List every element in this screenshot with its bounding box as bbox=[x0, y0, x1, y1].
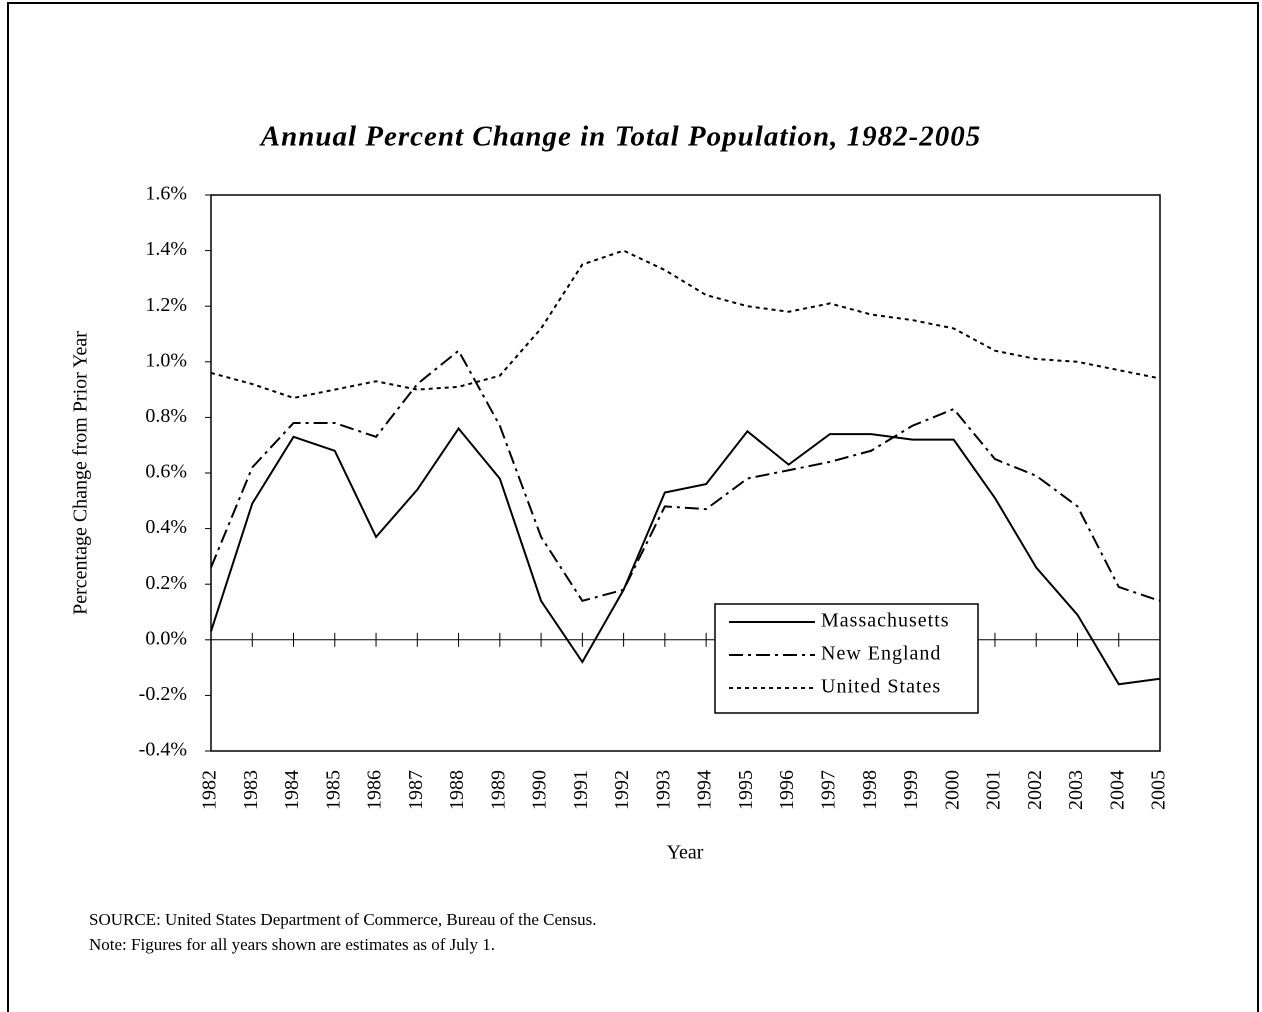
legend-label: United States bbox=[821, 676, 941, 698]
x-tick-label: 2001 bbox=[983, 770, 1005, 810]
y-tick-label: 1.4% bbox=[145, 238, 187, 260]
y-axis-label: Percentage Change from Prior Year bbox=[70, 331, 92, 615]
x-tick-label: 2002 bbox=[1024, 770, 1046, 810]
frame bbox=[7, 2, 1259, 1012]
x-tick-label: 2005 bbox=[1148, 770, 1170, 810]
chart-title: Annual Percent Change in Total Populatio… bbox=[259, 121, 981, 153]
y-tick-label: 0.4% bbox=[145, 516, 187, 538]
x-tick-label: 1991 bbox=[570, 770, 592, 810]
legend-label: Massachusetts bbox=[821, 610, 950, 632]
x-tick-label: 2000 bbox=[941, 770, 963, 810]
y-tick-label: 0.2% bbox=[145, 572, 187, 594]
series-line bbox=[210, 349, 1161, 603]
x-tick-label: 1986 bbox=[364, 770, 386, 810]
x-tick-label: 1994 bbox=[694, 770, 716, 810]
x-tick-label: 1984 bbox=[281, 770, 303, 810]
x-tick-label: 2004 bbox=[1106, 770, 1128, 810]
series-line bbox=[210, 249, 1161, 399]
y-tick-label: -0.4% bbox=[139, 739, 187, 761]
source-note: SOURCE: United States Department of Comm… bbox=[89, 910, 597, 929]
footnote: Note: Figures for all years shown are es… bbox=[89, 935, 495, 954]
x-tick-label: 1987 bbox=[405, 770, 427, 810]
x-tick-label: 1983 bbox=[240, 770, 262, 810]
x-tick-label: 1998 bbox=[859, 770, 881, 810]
y-tick-label: 0.8% bbox=[145, 405, 187, 427]
y-tick-label: 0.0% bbox=[145, 627, 187, 649]
y-tick-label: -0.2% bbox=[139, 683, 187, 705]
y-tick-label: 1.2% bbox=[145, 294, 187, 316]
plot-area bbox=[210, 194, 1161, 752]
y-tick-label: 1.0% bbox=[145, 349, 187, 371]
y-tick-label: 1.6% bbox=[145, 183, 187, 205]
x-tick-label: 1993 bbox=[652, 770, 674, 810]
x-tick-label: 1997 bbox=[818, 770, 840, 810]
x-tick-label: 1990 bbox=[529, 770, 551, 810]
y-tick-label: 0.6% bbox=[145, 461, 187, 483]
x-tick-label: 1982 bbox=[199, 770, 221, 810]
x-tick-label: 2003 bbox=[1065, 770, 1087, 810]
x-tick-label: 1996 bbox=[776, 770, 798, 810]
x-tick-label: 1988 bbox=[446, 770, 468, 810]
x-tick-label: 1989 bbox=[487, 770, 509, 810]
x-tick-label: 1999 bbox=[900, 770, 922, 810]
series-line bbox=[210, 426, 1161, 686]
x-tick-label: 1995 bbox=[735, 770, 757, 810]
x-tick-label: 1992 bbox=[611, 770, 633, 810]
x-tick-label: 1985 bbox=[322, 770, 344, 810]
legend-label: New England bbox=[821, 643, 941, 665]
x-axis-label: Year bbox=[667, 842, 704, 864]
